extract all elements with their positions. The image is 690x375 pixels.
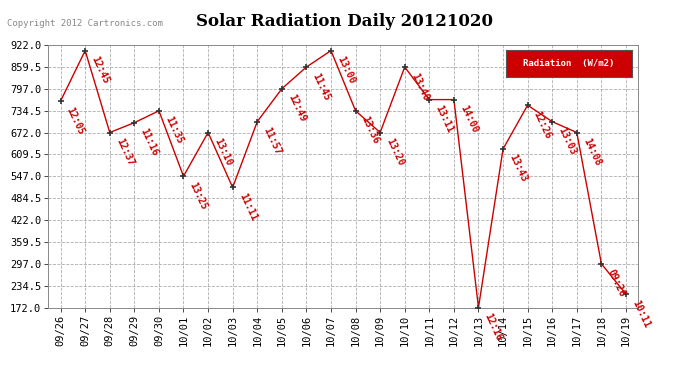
Text: Solar Radiation Daily 20121020: Solar Radiation Daily 20121020	[197, 13, 493, 30]
Text: 13:11: 13:11	[433, 104, 455, 135]
Text: 13:43: 13:43	[507, 153, 529, 184]
Text: 11:45: 11:45	[310, 71, 332, 102]
Text: 11:11: 11:11	[237, 192, 258, 222]
Text: 13:40: 13:40	[409, 71, 431, 102]
Text: 11:35: 11:35	[163, 115, 184, 146]
Text: 12:16: 12:16	[482, 312, 504, 342]
Text: 13:25: 13:25	[188, 180, 209, 211]
Text: 12:49: 12:49	[286, 93, 308, 124]
Text: 11:57: 11:57	[262, 126, 283, 157]
Text: 13:36: 13:36	[359, 115, 381, 146]
Text: Copyright 2012 Cartronics.com: Copyright 2012 Cartronics.com	[7, 19, 163, 28]
Text: 12:26: 12:26	[532, 110, 553, 140]
Text: 13:10: 13:10	[213, 136, 234, 168]
Text: 11:16: 11:16	[139, 127, 160, 158]
Text: 10:11: 10:11	[630, 298, 651, 329]
Text: 09:26: 09:26	[606, 268, 627, 299]
Text: 12:05: 12:05	[65, 105, 86, 136]
Text: 14:08: 14:08	[581, 136, 602, 168]
Text: 14:00: 14:00	[458, 104, 480, 135]
Text: 13:20: 13:20	[384, 136, 406, 168]
Text: 13:00: 13:00	[335, 55, 357, 86]
Text: 13:03: 13:03	[556, 126, 578, 157]
Text: 12:37: 12:37	[114, 136, 135, 168]
Text: 12:45: 12:45	[89, 55, 111, 86]
